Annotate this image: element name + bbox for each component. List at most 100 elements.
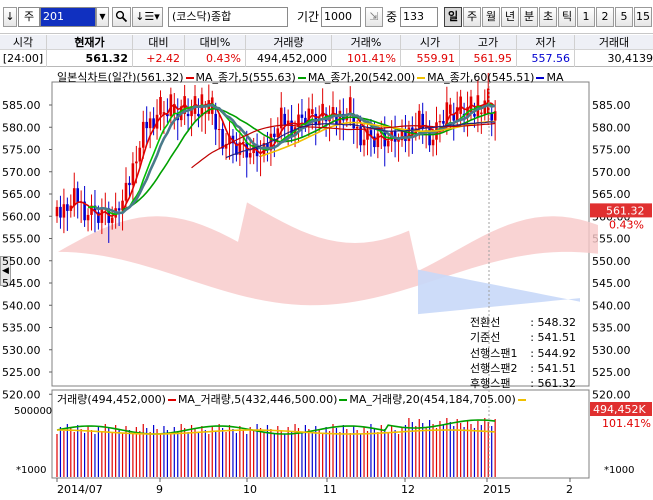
period-button[interactable]: 초 xyxy=(539,7,557,27)
header-amount: 거래대 xyxy=(575,35,653,50)
candle-body xyxy=(59,206,62,218)
candle-body xyxy=(480,112,483,114)
period-input[interactable]: 1000 xyxy=(321,7,361,27)
candle-body xyxy=(186,113,190,117)
ichimoku-value: : 548.32 xyxy=(530,316,576,329)
value-volume-pct: 101.41% xyxy=(347,52,396,65)
candle-body xyxy=(362,139,366,146)
col-high: 고가 561.95 xyxy=(460,35,517,67)
legend-candles: 일본식차트(일간)(561.32) xyxy=(57,71,184,84)
period-button[interactable]: 년 xyxy=(501,7,519,27)
candle-body xyxy=(273,133,276,138)
ichimoku-readout: 전환선: 548.32 기준선: 541.51 선행스팬1: 544.92 선행… xyxy=(470,315,580,391)
candle-body xyxy=(152,118,155,129)
search-icon[interactable] xyxy=(112,7,131,27)
legend-ma20: MA_종가,20(542.00) xyxy=(307,71,416,84)
legend-ma20-swatch xyxy=(297,77,306,79)
period-button[interactable]: 주 xyxy=(463,7,481,27)
price-tick-label-right: 520.00 xyxy=(592,388,631,401)
candle-body xyxy=(224,144,228,149)
header-low: 저가 xyxy=(517,35,574,50)
period-button[interactable]: 일 xyxy=(444,7,462,27)
value-current: 561.32 xyxy=(85,52,128,65)
candle-body xyxy=(331,107,335,117)
candle-body xyxy=(404,130,407,142)
candle-body xyxy=(286,120,290,126)
period-button[interactable]: 5 xyxy=(615,7,633,27)
candle-body xyxy=(138,147,142,162)
x-tick-label: 2014/07 xyxy=(57,483,103,496)
current-pct-tag: 0.43% xyxy=(609,218,644,231)
candle-body xyxy=(90,205,93,215)
period-button[interactable]: 15 xyxy=(634,7,652,27)
candle-body xyxy=(173,104,176,114)
candle-body xyxy=(290,120,293,136)
candle-body xyxy=(228,135,231,145)
stock-code-dropdown-icon[interactable]: ▼ xyxy=(96,7,109,27)
chart-canvas[interactable]: 585.00 585.00 580.00 580.00 575.00 575.00 570.… xyxy=(0,68,653,500)
candle-body xyxy=(238,142,242,155)
ma40-line xyxy=(191,122,496,169)
ichimoku-value: : 541.51 xyxy=(530,331,576,345)
candle-body xyxy=(66,204,69,211)
candle-body xyxy=(297,114,300,128)
sort-icon[interactable]: ↓☰▾ xyxy=(132,7,163,27)
period-button[interactable]: 2 xyxy=(596,7,614,27)
period-button[interactable]: 분 xyxy=(520,7,538,27)
candle-body xyxy=(97,212,100,223)
candle-body xyxy=(442,121,445,124)
candle-body xyxy=(141,121,145,148)
legend-ma-extra-swatch xyxy=(536,77,545,79)
volume-pct-tag: 101.41% xyxy=(602,417,651,430)
period-button[interactable]: 틱 xyxy=(558,7,576,27)
candle-body xyxy=(117,208,121,211)
stock-name-field: (코스닥)종합 xyxy=(168,7,288,27)
down-arrow-icon[interactable]: ↓ xyxy=(3,7,17,27)
x-tick-label: 9 xyxy=(156,483,163,496)
price-legend: 일본식차트(일간)(561.32) MA_종가,5(555.63) MA_종가,20… xyxy=(57,71,564,85)
candle-body xyxy=(355,126,359,129)
x-tick-label: 2015 xyxy=(483,483,511,496)
candle-body xyxy=(373,136,376,148)
candle-body xyxy=(276,128,280,138)
candle-body xyxy=(311,109,314,114)
col-amount: 거래대 30,4139 xyxy=(575,35,653,67)
legend-vma20: MA_거래량,20(454,184,705.00) xyxy=(349,393,516,406)
legend-volume: 거래량(494,452,000) xyxy=(57,393,166,406)
count-input[interactable]: 133 xyxy=(400,7,438,27)
candle-body xyxy=(128,182,131,186)
x-tick-label: 10 xyxy=(243,483,257,496)
candle-body xyxy=(300,114,304,118)
candle-body xyxy=(76,188,79,203)
candle-body xyxy=(486,88,490,114)
candle-body xyxy=(197,113,200,117)
stock-code-input[interactable]: 201 xyxy=(40,7,96,27)
candle-body xyxy=(145,121,148,129)
x-tick-label: 11 xyxy=(323,483,337,496)
fit-icon[interactable]: ⇲ xyxy=(365,7,383,27)
ichimoku-label: 선행스팬2 xyxy=(470,361,518,375)
legend-ma60-swatch xyxy=(417,77,426,79)
col-change-pct: 대비% 0.43% xyxy=(185,35,246,67)
candle-body xyxy=(431,139,435,146)
candle-body xyxy=(376,133,380,148)
legend-ma5: MA_종가,5(555.63) xyxy=(195,71,296,84)
price-tick-label-left: 585.00 xyxy=(2,99,41,112)
price-tick-label-right: 525.00 xyxy=(592,366,631,379)
candle-body xyxy=(342,113,345,121)
col-open: 시가 559.91 xyxy=(401,35,460,67)
period-button[interactable]: 1 xyxy=(577,7,595,27)
market-code-select[interactable]: 주 xyxy=(18,7,40,27)
candle-body xyxy=(266,143,269,151)
candle-body xyxy=(100,209,104,223)
value-change: +2.42 xyxy=(146,52,180,65)
price-tick-label-right: 535.00 xyxy=(592,322,631,335)
candle-body xyxy=(72,188,76,206)
period-button[interactable]: 월 xyxy=(482,7,500,27)
side-panel-toggle[interactable]: ◀ xyxy=(0,256,11,286)
ichimoku-cloud-positive xyxy=(58,202,598,306)
candle-body xyxy=(242,141,245,143)
candle-body xyxy=(86,214,90,221)
ichimoku-row: 기준선: 541.51 xyxy=(470,330,580,345)
candle-body xyxy=(386,140,390,147)
